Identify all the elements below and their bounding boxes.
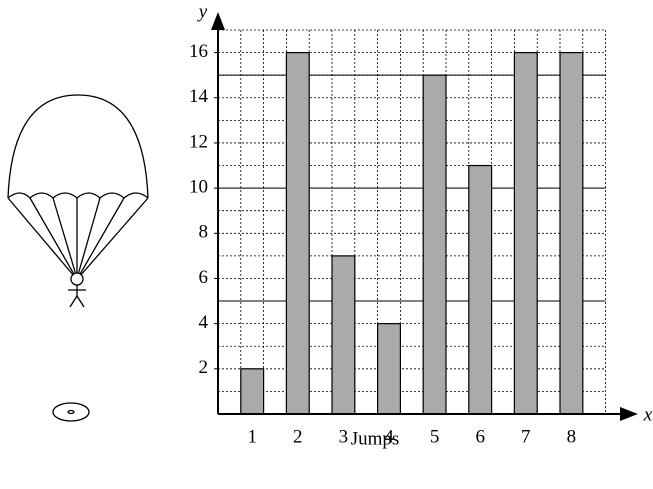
x-tick-label: 5 (430, 426, 440, 447)
y-tick-label: 12 (189, 131, 208, 152)
x-axis-arrow (620, 407, 638, 421)
y-tick-label: 2 (199, 357, 209, 378)
x-axis-label: x (643, 404, 653, 425)
bar (331, 255, 356, 415)
bar (285, 51, 310, 415)
bar (513, 51, 538, 415)
x-tick-label: 4 (384, 426, 394, 447)
y-tick-label: 6 (199, 267, 209, 288)
x-tick-label: 8 (567, 426, 577, 447)
parachute-illustration (7, 94, 149, 422)
y-axis-label: y (197, 1, 208, 22)
x-tick-label: 7 (521, 426, 531, 447)
y-tick-label: 4 (199, 312, 209, 333)
y-axis-arrow (211, 12, 225, 30)
bar (559, 51, 584, 415)
x-tick-label: 6 (475, 426, 485, 447)
bar (240, 368, 265, 415)
x-tick-label: 1 (247, 426, 257, 447)
y-tick-label: 14 (189, 86, 209, 107)
x-tick-label: 3 (339, 426, 349, 447)
bar (422, 74, 447, 415)
y-tick-label: 16 (189, 41, 208, 62)
x-tick-label: 2 (293, 426, 303, 447)
x-axis-title: Jumps (351, 428, 400, 449)
y-tick-label: 10 (189, 176, 208, 197)
bar (468, 164, 493, 415)
bar (377, 323, 402, 415)
y-tick-label: 8 (199, 222, 209, 243)
